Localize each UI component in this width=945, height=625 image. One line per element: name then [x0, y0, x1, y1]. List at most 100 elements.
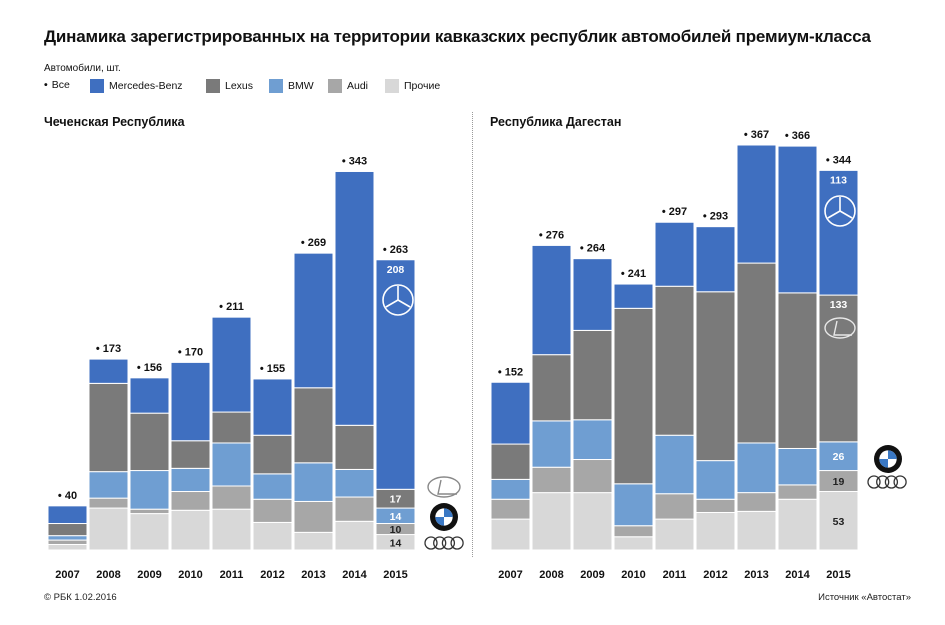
bar-total-label: • 170 — [178, 346, 203, 358]
bar-segment — [170, 509, 211, 551]
legend-swatch-audi — [328, 79, 342, 93]
bar-segment — [654, 221, 695, 287]
bar-segment — [170, 440, 211, 469]
x-tick-label: 2015 — [383, 569, 407, 581]
bar-total-label: • 152 — [498, 366, 523, 378]
bar-segment — [777, 484, 818, 500]
bar-segment — [736, 144, 777, 264]
bar-total-label: • 293 — [703, 211, 728, 223]
segment-value-label: 17 — [390, 493, 402, 505]
chart-title: Динамика зарегистрированных на территори… — [44, 27, 871, 46]
legend-swatch-bmw — [269, 79, 283, 93]
x-tick-label: 2011 — [220, 569, 244, 581]
bar-segment — [129, 412, 170, 472]
bar-segment — [47, 505, 88, 525]
segment-value-label: 14 — [390, 511, 402, 523]
panel-title-chechnya: Чеченская Республика — [44, 115, 185, 129]
bar-total-label: • 344 — [826, 154, 852, 166]
bar-segment — [252, 434, 293, 475]
legend-label-audi: Audi — [347, 80, 369, 92]
bar-segment — [375, 259, 416, 490]
bar-segment — [252, 473, 293, 500]
legend-item-all: • Все — [44, 79, 70, 91]
panel-title-dagestan: Республика Дагестан — [490, 115, 622, 129]
mercedes-logo-icon — [824, 195, 856, 227]
chart-panel-chechnya: • 40 2007 • 173 2008 • 156 2009 • 170 2010 • 211… — [47, 155, 416, 581]
bar-segment — [334, 424, 375, 470]
segment-value-label: 208 — [387, 264, 405, 276]
bar-total-label: • 40 — [58, 490, 77, 502]
bar-segment — [695, 226, 736, 293]
bar-segment — [293, 252, 334, 389]
legend-item-lexus: Lexus — [206, 79, 253, 93]
bar-segment — [572, 492, 613, 551]
bar-segment — [695, 460, 736, 500]
bar-segment — [47, 523, 88, 537]
legend-label-bmw: BMW — [288, 80, 314, 92]
bar-segment — [695, 511, 736, 551]
bar-segment — [572, 329, 613, 421]
bar-segment — [88, 358, 129, 384]
bar-segment — [170, 491, 211, 511]
x-tick-label: 2012 — [260, 569, 284, 581]
bar-segment — [818, 169, 859, 296]
x-tick-label: 2011 — [663, 569, 687, 581]
legend-label-mercedes: Mercedes-Benz — [109, 80, 183, 92]
bar-segment — [211, 485, 252, 510]
legend-item-other: Прочие — [385, 79, 440, 93]
segment-value-label: 14 — [390, 537, 402, 549]
bar-segment — [47, 539, 88, 545]
bar-segment — [88, 507, 129, 551]
bar-segment — [211, 442, 252, 487]
bar-segment — [490, 443, 531, 480]
bar-segment — [695, 291, 736, 462]
bar-segment — [170, 467, 211, 493]
segment-value-label: 26 — [833, 451, 845, 463]
bar-segment — [654, 285, 695, 436]
bar-total-label: • 263 — [383, 244, 408, 256]
lexus-logo-icon — [824, 317, 856, 339]
bar-segment — [88, 382, 129, 473]
bar-segment — [777, 498, 818, 551]
x-tick-label: 2008 — [539, 569, 563, 581]
bar-segment — [170, 361, 211, 442]
x-tick-label: 2010 — [178, 569, 202, 581]
legend-label-lexus: Lexus — [225, 80, 254, 92]
panel-divider — [472, 112, 473, 557]
bar-segment — [129, 508, 170, 515]
bar-segment — [293, 462, 334, 502]
bar-segment — [654, 493, 695, 520]
bar-segment — [654, 518, 695, 551]
bar-segment — [818, 441, 859, 472]
x-tick-label: 2009 — [137, 569, 161, 581]
bar-segment — [88, 497, 129, 509]
bar-segment — [777, 145, 818, 294]
bar-total-label: • 156 — [137, 362, 162, 374]
legend-item-bmw: BMW — [269, 79, 314, 93]
segment-value-label: 53 — [833, 516, 845, 528]
bar-segment — [129, 513, 170, 551]
bar-segment — [293, 500, 334, 533]
bar-segment — [293, 387, 334, 464]
bar-segment — [47, 535, 88, 541]
bar-segment — [613, 536, 654, 551]
x-tick-label: 2013 — [744, 569, 768, 581]
bar-segment — [129, 377, 170, 414]
legend-label-all: Все — [51, 79, 70, 91]
bmw-logo-icon — [874, 445, 902, 473]
x-tick-label: 2009 — [580, 569, 604, 581]
bar-segment — [211, 316, 252, 413]
bar-total-label: • 367 — [744, 129, 769, 141]
bar-total-label: • 264 — [580, 243, 606, 255]
bar-segment — [695, 498, 736, 513]
legend-swatch-lexus — [206, 79, 220, 93]
bar-segment — [777, 447, 818, 486]
bar-total-label: • 276 — [539, 229, 564, 241]
segment-value-label: 10 — [390, 524, 402, 536]
bar-segment — [211, 411, 252, 444]
bar-total-label: • 241 — [621, 268, 646, 280]
legend-swatch-mercedes — [90, 79, 104, 93]
bar-segment — [252, 378, 293, 436]
bar-segment — [252, 521, 293, 551]
